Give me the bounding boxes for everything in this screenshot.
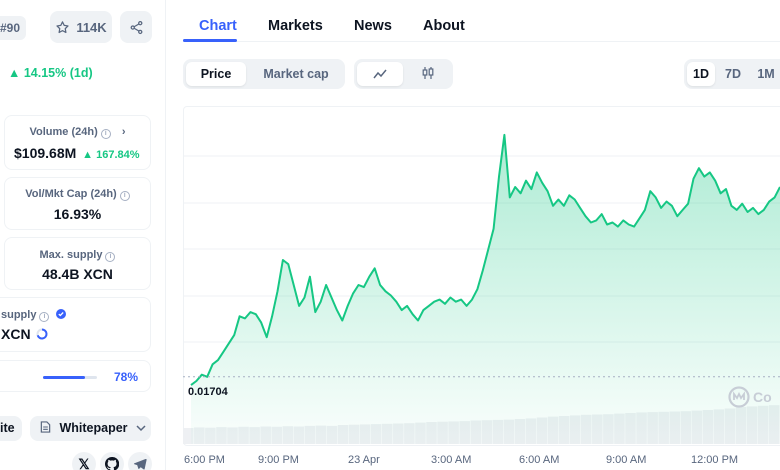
chart-style-toggle	[354, 59, 453, 89]
tab-chart[interactable]: Chart	[199, 18, 237, 34]
vol-mkt-cap-value: 16.93%	[53, 206, 102, 222]
website-label: ite	[0, 421, 15, 435]
tab-about[interactable]: About	[423, 18, 465, 34]
max-supply-label: Max. supply	[39, 249, 103, 261]
supply-progress-fill	[43, 376, 86, 379]
watermark: Co	[728, 386, 772, 408]
range-7d-button[interactable]: 7D	[725, 67, 741, 81]
loading-ring-icon	[36, 328, 48, 340]
market-cap-toggle-button[interactable]: Market cap	[263, 67, 329, 81]
chevron-down-icon	[136, 425, 146, 432]
time-range-selector: 1D 7D 1M	[684, 59, 780, 89]
rank-badge: #90	[0, 16, 27, 40]
active-tab-indicator	[183, 39, 237, 42]
coin-stats-panel: #90 114K ▲ 14.15% (1d) Volume (24h) i › $…	[0, 0, 166, 470]
volume-value-row: $109.68M ▲ 167.84%	[5, 145, 150, 161]
tab-news[interactable]: News	[354, 18, 392, 34]
star-icon	[56, 20, 69, 33]
whitepaper-label: Whitepaper	[59, 421, 128, 435]
vol-mkt-cap-label: Vol/Mkt Cap (24h)	[25, 188, 117, 200]
info-icon[interactable]: i	[39, 312, 50, 322]
info-icon[interactable]: i	[100, 129, 111, 139]
watchlist-button[interactable]: 114K	[50, 11, 112, 43]
volume-card[interactable]: Volume (24h) i › $109.68M ▲ 167.84%	[4, 115, 151, 170]
share-icon	[130, 20, 142, 34]
x-tick-label: 9:00 PM	[258, 454, 299, 466]
whitepaper-dropdown[interactable]: Whitepaper	[30, 416, 151, 441]
info-icon[interactable]: i	[105, 252, 116, 262]
price-toggle-button[interactable]: Price	[186, 62, 246, 86]
info-icon[interactable]: i	[119, 191, 130, 201]
x-tick-label: 12:00 PM	[691, 454, 739, 466]
volume-label: Volume (24h)	[29, 126, 98, 138]
tab-markets[interactable]: Markets	[268, 18, 323, 34]
verified-icon	[55, 309, 66, 319]
volume-label-row: Volume (24h) i ›	[5, 126, 150, 139]
coinmarketcap-logo-icon	[728, 386, 750, 408]
x-tick-label: 9:00 AM	[606, 454, 647, 466]
watchlist-count: 114K	[76, 19, 107, 35]
volume-value: $109.68M	[14, 145, 77, 161]
tab-bar: Chart Markets News About	[183, 0, 780, 42]
supply-progress-track	[43, 376, 97, 379]
candlestick-view-button[interactable]	[406, 62, 450, 86]
x-tick-label: 6:00 PM	[184, 454, 225, 466]
price-line	[190, 133, 780, 386]
candlestick-icon	[422, 67, 434, 79]
website-link[interactable]: ite	[0, 416, 22, 441]
line-chart-icon	[373, 69, 387, 79]
reference-price-label: 0.01704	[188, 386, 228, 398]
x-tick-label: 3:00 AM	[431, 454, 472, 466]
supply-progress-percent: 78%	[113, 370, 138, 384]
range-1d-button[interactable]: 1D	[687, 62, 715, 86]
x-tick-label: 23 Apr	[348, 454, 380, 466]
document-icon	[40, 421, 51, 433]
price-change-1d: ▲ 14.15% (1d)	[8, 66, 93, 80]
x-tick-label: 6:00 AM	[519, 454, 560, 466]
volume-change: ▲ 167.84%	[82, 149, 140, 161]
x-social-link[interactable]: 𝕏	[72, 452, 96, 470]
share-button[interactable]	[120, 11, 152, 43]
supply-progress-card: 78%	[0, 360, 151, 392]
price-area-fill	[191, 134, 780, 444]
total-supply-card: supply i XCN	[0, 297, 151, 352]
vol-mkt-cap-card: Vol/Mkt Cap (24h) i 16.93%	[4, 177, 151, 230]
x-icon: 𝕏	[78, 455, 90, 470]
price-marketcap-toggle: Price Market cap	[183, 59, 345, 89]
total-supply-value: XCN	[1, 326, 31, 342]
volume-bar	[183, 428, 194, 444]
github-social-link[interactable]	[100, 452, 124, 470]
telegram-icon	[133, 458, 147, 470]
total-supply-label: supply	[1, 309, 37, 321]
github-icon	[105, 457, 119, 470]
range-1m-button[interactable]: 1M	[757, 67, 775, 81]
watermark-text: Co	[753, 389, 772, 405]
price-chart-frame	[183, 106, 780, 446]
max-supply-card: Max. supply i 48.4B XCN	[4, 237, 151, 290]
line-view-button[interactable]	[357, 62, 403, 86]
price-chart[interactable]	[183, 106, 780, 446]
max-supply-value: 48.4B XCN	[42, 266, 113, 282]
chevron-right-icon: ›	[121, 126, 126, 138]
telegram-social-link[interactable]	[128, 452, 152, 470]
